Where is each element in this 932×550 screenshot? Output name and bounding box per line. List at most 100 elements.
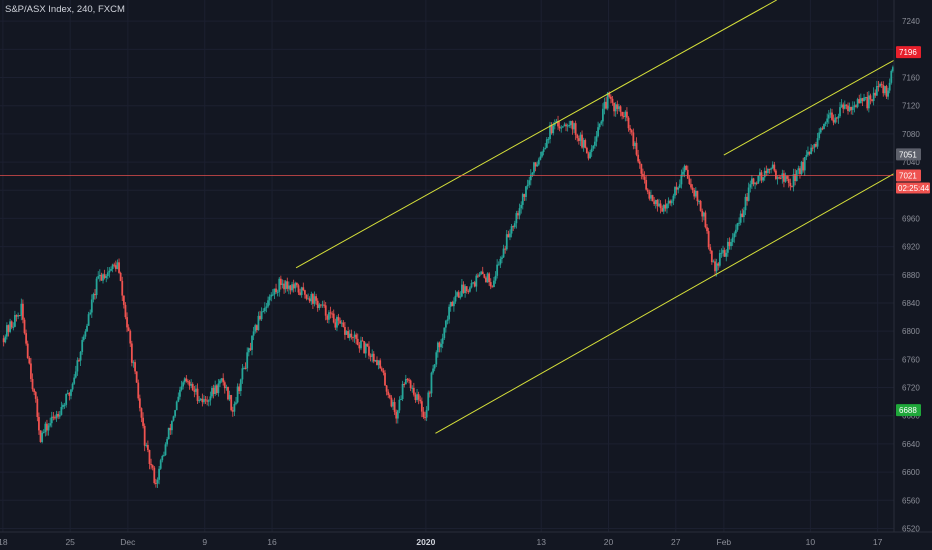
candle-up [427,392,430,411]
candle-up [55,414,58,419]
candle-down [693,190,696,197]
candle-up [20,303,23,316]
candle-down [880,83,883,86]
candle-down [557,121,559,127]
candle-down [30,363,32,379]
candle-down [534,162,537,167]
candle-down [129,330,132,344]
candle-up [502,248,505,258]
candle-down [295,282,298,286]
candle-up [228,394,231,400]
candle-up [236,386,239,403]
candle-down [613,102,616,112]
candle-up [797,168,800,171]
candle-up [396,410,399,419]
candle-up [509,233,511,238]
candle-up [890,70,893,83]
candle-down [46,423,48,431]
time-axis[interactable]: 1825Dec9162020132027Feb101724Mar91623 [0,537,932,547]
candle-down [23,319,26,334]
candle-up [843,104,846,109]
candle-down [728,241,731,247]
candle-down [858,99,861,104]
candle-down [799,168,801,174]
candle-up [182,382,185,387]
candle-down [388,395,391,398]
candle-down [344,327,346,335]
candle-up [108,270,111,273]
candle-down [659,203,662,209]
candle-down [877,86,880,88]
candlestick-series [2,52,932,489]
candle-up [624,111,627,117]
candle-up [784,176,787,182]
candle-down [151,465,154,468]
candle-up [744,196,747,211]
candle-up [175,401,178,411]
candle-down [212,387,215,395]
price-tick-label: 6640 [902,440,920,449]
candle-down [550,125,553,134]
candle-down [714,261,716,272]
candle-up [678,184,681,188]
candle-down [34,392,37,399]
candle-up [464,286,467,293]
candle-up [742,210,745,218]
candle-up [803,157,806,171]
candle-down [18,315,21,317]
time-tick-label: 17 [873,537,883,547]
candle-down [653,201,656,204]
candle-down [768,168,771,170]
candle-up [432,368,434,373]
candle-up [247,348,250,353]
candle-up [374,360,377,362]
candle-up [65,393,68,405]
candle-down [350,333,353,338]
candle-down [664,204,667,209]
candle-down [113,264,116,266]
candle-up [95,278,98,296]
candle-up [441,338,444,344]
candle-up [826,118,829,123]
candle-up [634,142,636,146]
candle-down [78,360,80,362]
candle-up [257,315,260,331]
candle-down [312,294,314,304]
candle-down [68,392,71,396]
candle-down [632,132,635,146]
candle-up [190,384,193,386]
candle-down [292,284,295,289]
price-tick-label: 7240 [902,17,920,26]
candle-up [225,386,228,389]
candle-down [835,117,838,119]
candle-down [574,123,577,135]
candle-down [142,417,144,426]
candle-down [323,304,326,306]
candle-up [42,432,45,434]
candle-down [635,142,638,155]
candle-down [832,119,835,123]
price-badge-entry [896,148,921,161]
candle-up [863,97,865,102]
candle-down [126,317,128,328]
candle-down [424,417,426,419]
candle-up [102,274,104,281]
candle-up [62,404,64,408]
candle-up [58,414,61,417]
candle-up [307,298,309,300]
candle-down [688,178,691,185]
candle-up [750,178,753,185]
candle-down [706,227,708,232]
time-tick-label: 18 [0,537,8,547]
candle-down [661,208,664,212]
candle-down [303,290,306,295]
candle-down [380,368,383,371]
candle-up [501,257,503,259]
candle-up [736,223,739,230]
time-tick-label: Feb [717,537,732,547]
candle-up [70,389,72,396]
candle-up [456,292,458,296]
candle-up [174,410,177,417]
candle-up [537,159,540,165]
